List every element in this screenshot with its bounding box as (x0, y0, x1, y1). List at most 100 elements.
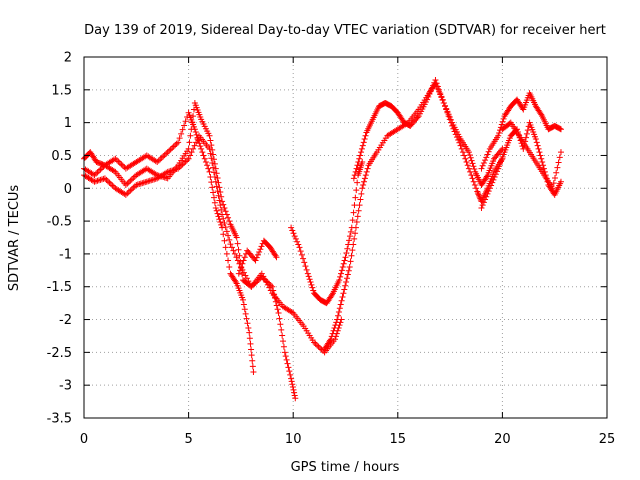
data-point-marker (276, 315, 283, 322)
data-point-marker (311, 339, 318, 346)
data-point-marker (474, 189, 481, 196)
data-point-marker (352, 168, 359, 175)
y-tick-label: 0 (64, 182, 72, 197)
series-track-10 (235, 237, 280, 277)
data-point-marker (214, 188, 221, 195)
data-point-marker (492, 171, 499, 178)
data-point-marker (479, 162, 486, 169)
data-point-marker (274, 306, 281, 313)
data-point-marker (231, 250, 238, 257)
data-point-marker (245, 278, 252, 285)
data-point-marker (167, 146, 174, 153)
data-point-marker (218, 193, 225, 200)
data-point-marker (494, 168, 501, 175)
data-point-marker (228, 244, 235, 251)
data-point-marker (356, 155, 363, 162)
data-point-marker (478, 165, 485, 172)
data-point-marker (263, 279, 270, 286)
data-point-marker (260, 273, 267, 280)
data-point-marker (113, 157, 120, 164)
data-point-marker (225, 257, 232, 264)
data-point-marker (209, 146, 216, 153)
series-track-9 (499, 119, 564, 192)
data-point-marker (257, 246, 264, 253)
data-point-marker (332, 322, 339, 329)
data-point-marker (471, 181, 478, 188)
x-axis-ticks: 0 5 10 15 20 25 (80, 57, 615, 447)
y-tick-label: -2 (59, 313, 72, 328)
data-point-marker (242, 310, 249, 317)
data-point-marker (289, 384, 296, 391)
data-point-marker (470, 178, 477, 185)
data-point-marker (360, 181, 367, 188)
data-point-marker (551, 174, 558, 181)
series-track-5 (321, 80, 506, 353)
data-points (81, 76, 564, 402)
data-point-marker (118, 161, 125, 168)
data-point-marker (104, 178, 111, 185)
data-point-marker (217, 202, 224, 209)
data-point-marker (342, 282, 349, 289)
data-point-marker (482, 157, 489, 164)
y-axis-ticks: -3.5 -3 -2.5 -2 -1.5 -1 -0.5 0 0.5 1 1.5 2 (47, 51, 607, 427)
data-point-marker (353, 187, 360, 194)
series-track-2 (81, 99, 299, 402)
data-point-marker (329, 291, 336, 298)
data-point-marker (243, 275, 250, 282)
data-point-marker (253, 254, 260, 261)
data-point-marker (216, 197, 223, 204)
data-point-marker (130, 174, 137, 181)
data-point-marker (484, 190, 491, 197)
data-point-marker (553, 169, 560, 176)
data-point-marker (217, 219, 224, 226)
data-point-marker (238, 264, 245, 271)
data-point-marker (223, 228, 230, 235)
data-point-marker (273, 302, 280, 309)
data-point-marker (351, 202, 358, 209)
data-point-marker (326, 337, 333, 344)
data-point-marker (190, 113, 197, 120)
data-point-marker (361, 136, 368, 143)
x-axis-label: GPS time / hours (291, 460, 400, 475)
data-point-marker (538, 155, 545, 162)
data-point-marker (221, 219, 228, 226)
data-point-marker (163, 150, 170, 157)
data-point-marker (349, 217, 356, 224)
data-point-marker (198, 145, 205, 152)
data-point-marker (187, 132, 194, 139)
data-point-marker (166, 147, 173, 154)
data-point-marker (532, 136, 539, 143)
data-point-marker (343, 249, 350, 256)
data-point-marker (346, 233, 353, 240)
data-point-marker (557, 126, 564, 133)
data-point-marker (291, 392, 298, 399)
data-point-marker (352, 224, 359, 231)
y-tick-label: -0.5 (47, 215, 72, 230)
data-point-marker (122, 191, 129, 198)
data-point-marker (190, 145, 197, 152)
data-point-marker (288, 375, 295, 382)
data-point-marker (442, 102, 449, 109)
data-point-marker (248, 346, 255, 353)
data-point-marker (357, 152, 364, 159)
data-point-marker (351, 172, 358, 179)
data-point-marker (335, 312, 342, 319)
data-point-marker (212, 165, 219, 172)
data-point-marker (489, 179, 496, 186)
data-point-marker (485, 148, 492, 155)
data-point-marker (207, 150, 214, 157)
data-point-marker (208, 155, 215, 162)
data-point-marker (119, 162, 126, 169)
data-point-marker (266, 284, 273, 291)
data-point-marker (258, 270, 265, 277)
data-point-marker (226, 264, 233, 271)
data-point-marker (305, 273, 312, 280)
data-point-marker (107, 181, 114, 188)
data-point-marker (500, 115, 507, 122)
data-point-marker (213, 183, 220, 190)
data-point-marker (188, 149, 195, 156)
data-point-marker (495, 132, 502, 139)
data-point-marker (466, 151, 473, 158)
data-point-marker (358, 190, 365, 197)
data-point-marker (235, 246, 242, 253)
